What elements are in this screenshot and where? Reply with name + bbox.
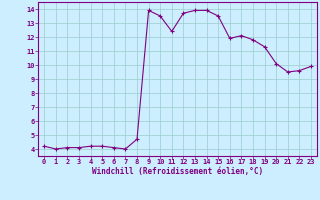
X-axis label: Windchill (Refroidissement éolien,°C): Windchill (Refroidissement éolien,°C) bbox=[92, 167, 263, 176]
